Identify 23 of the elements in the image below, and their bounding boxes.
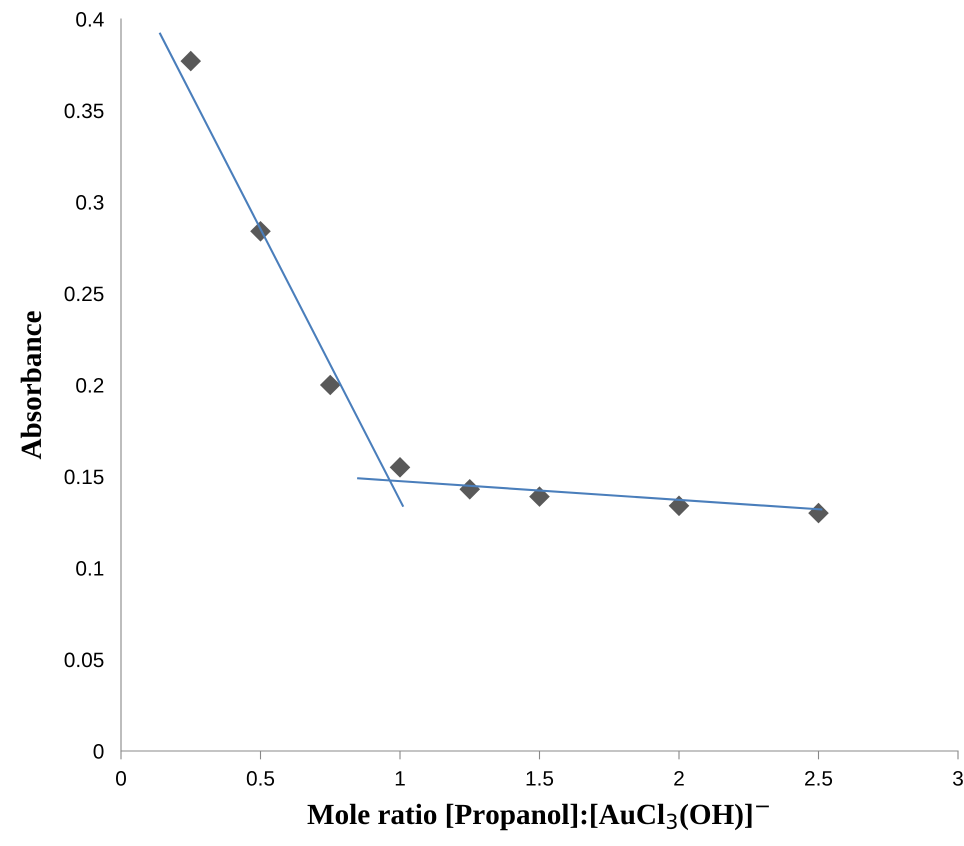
point <box>668 495 690 516</box>
x-tick-label: 1.5 <box>526 771 554 786</box>
x-tick-label: 0.5 <box>246 770 274 786</box>
point <box>390 457 410 478</box>
y-tick-label: 0.15 <box>64 470 104 484</box>
y-tick-label: 0.2 <box>76 378 104 393</box>
point <box>320 374 341 396</box>
x-tick-label: 3 <box>953 770 963 786</box>
point <box>180 50 202 72</box>
y-tick-label: 0 <box>94 744 104 759</box>
y-tick-label: 0.3 <box>76 195 104 210</box>
x-axis-title: Mole ratio [Propanol]:[AuCl$_{3}$(OH)]$^{−}$ <box>308 804 769 830</box>
y-tick-label: 0.25 <box>64 286 104 302</box>
x-tick-label: 2 <box>674 770 684 786</box>
y-tick-label: 0.1 <box>76 561 104 576</box>
y-tick-label: 0.35 <box>64 104 104 118</box>
y-tick-label: 0.4 <box>76 12 104 27</box>
x-tick-label: 0 <box>116 770 126 786</box>
y-tick-label: 0.05 <box>64 652 104 668</box>
point <box>529 486 550 507</box>
x-tick-label: 1 <box>396 771 405 786</box>
y-axis-title: Absorbance <box>20 311 42 460</box>
x-tick-label: 2.5 <box>805 770 832 786</box>
